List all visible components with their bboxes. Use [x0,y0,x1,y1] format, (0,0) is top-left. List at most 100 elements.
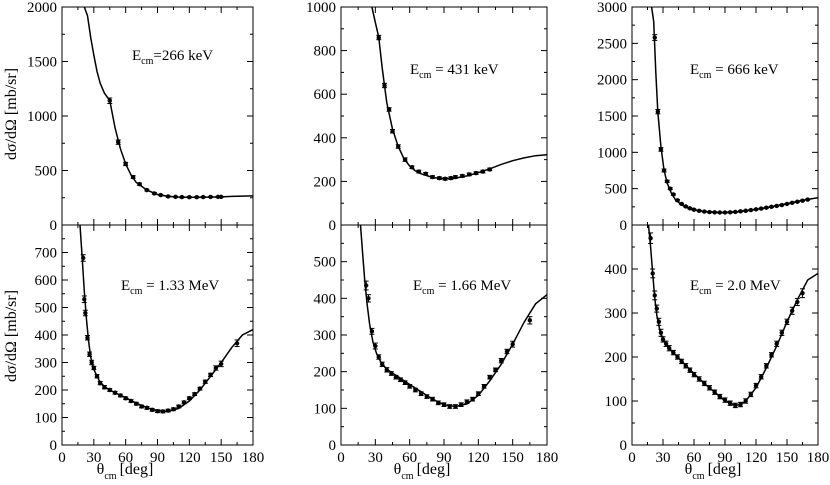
data-point [402,157,408,162]
data-point [712,210,717,215]
y-tick-label: 100 [314,401,337,417]
data-point [464,399,470,404]
data-point [671,350,676,355]
data-point [764,363,769,368]
x-tick-label: 120 [745,450,768,466]
y-tick-label: 500 [35,301,58,317]
data-point [87,352,92,357]
data-point [769,204,774,210]
x-tick-label: 180 [536,450,559,466]
data-point [743,208,748,213]
data-point [691,207,697,212]
energy-sub: cm [130,286,142,297]
x-tick-label: 90 [437,450,452,466]
data-point [784,319,790,324]
x-axis-title-left: θcm [deg] [97,461,154,482]
data-point [738,209,743,214]
data-point [393,374,399,380]
fit-curve [650,7,818,214]
data-point [696,376,702,382]
data-point [527,318,533,323]
energy-symbol: E [410,62,419,78]
energy-symbol: E [121,278,130,294]
x-tick-label: 180 [242,450,265,466]
data-point [197,386,203,391]
data-point [795,299,800,305]
data-point [487,374,492,380]
data-point [218,361,224,367]
data-point [409,165,415,170]
data-point [402,380,408,385]
panel-1-66-mev: 0 30 60 90 120 150 180 0 100 200 300 400 500 Ecm = 1.… [314,224,559,466]
data-point [473,170,479,176]
fit-curve [359,225,547,408]
plot-frame [631,6,819,226]
data-point [652,35,657,40]
data-point [753,207,759,212]
data-point [679,359,684,364]
energy-value: = 431 keV [431,62,498,78]
data-point [398,377,403,382]
data-point [179,194,185,200]
data-point [181,400,187,405]
data-point [130,174,136,180]
data-point [448,175,454,181]
y-tick-label: 500 [605,182,628,198]
energy-label: Ecm = 431 keV [410,62,499,81]
data-point [671,192,676,197]
data-point [800,291,805,296]
data-point [481,384,487,389]
data-point [687,368,693,373]
energy-symbol: E [413,278,422,294]
data-point [152,191,157,196]
data-point [453,404,458,409]
energy-label: Ecm = 1.66 MeV [413,278,511,297]
data-point [707,385,712,390]
data-point [134,401,139,406]
energy-value: = 1.66 MeV [434,278,511,294]
data-point [727,210,733,215]
data-point [696,208,702,214]
data-point [81,255,86,261]
y-tick-label: 0 [329,438,337,454]
x-axis-title-unit: [deg] [708,461,742,478]
panel-2-0-mev: 0 30 60 90 120 150 180 0 100 200 300 400 Ecm = 2.0 M… [605,224,829,466]
energy-value: = 1.33 MeV [142,278,219,294]
data-point [171,407,176,412]
y-tick-label: 0 [50,438,58,454]
data-point [764,205,769,210]
data-point [83,310,88,316]
x-tick-label: 60 [118,450,133,466]
y-tick-label: 300 [605,306,628,322]
energy-value: = 666 keV [711,62,778,78]
data-point [386,107,392,112]
data-point [416,169,422,174]
data-point [658,330,664,335]
data-point [655,109,661,114]
data-point [194,195,199,200]
data-point [712,390,717,395]
data-point [165,194,171,199]
y-tick-label: 0 [50,218,58,234]
x-tick-label: 60 [402,450,417,466]
data-point [650,271,655,276]
data-point [149,407,155,412]
data-point [123,161,128,167]
panel-431-kev: 0 200 400 600 800 1000 Ecm = 431 keV [306,0,548,234]
y-tick-label: 1500 [27,55,57,71]
data-point [384,367,389,373]
data-point [789,200,795,206]
data-point [366,296,371,301]
data-point [691,372,697,377]
x-tick-label: 60 [687,450,702,466]
energy-symbol: E [690,62,699,78]
y-tick-label: 100 [35,411,58,427]
y-tick-label: 800 [314,44,337,60]
x-tick-label: 0 [58,450,66,466]
y-tick-label: 400 [35,328,58,344]
x-tick-label: 120 [178,450,201,466]
data-point [107,387,112,393]
data-point [128,398,134,404]
data-point [137,181,142,187]
data-point [743,398,748,404]
